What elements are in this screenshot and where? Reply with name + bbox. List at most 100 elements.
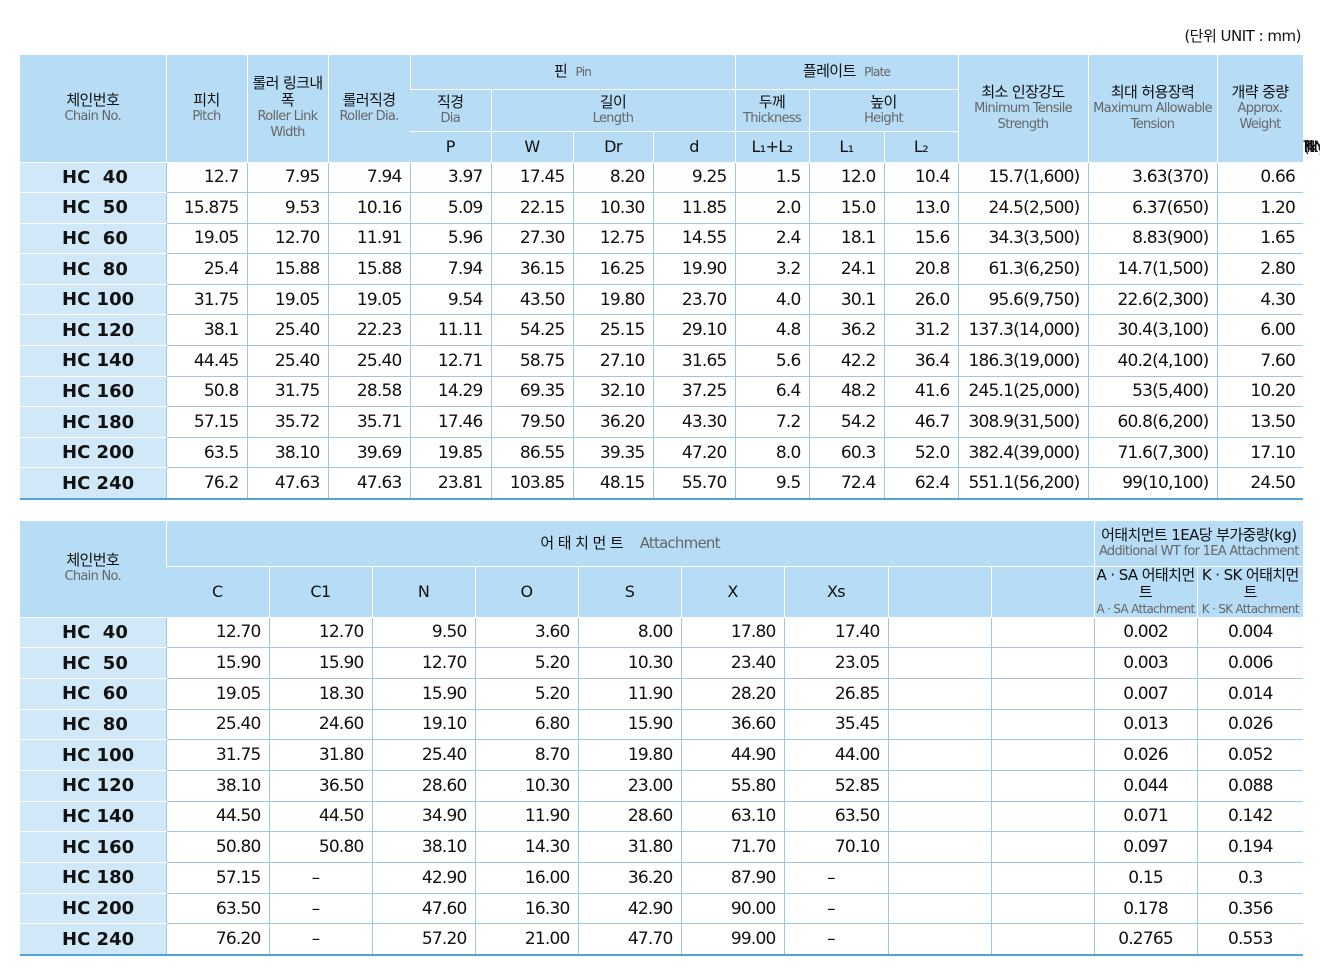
value-cell: 11.90 bbox=[474, 801, 578, 833]
value-cell: 2.4 bbox=[734, 223, 809, 255]
value-cell: 14.55 bbox=[652, 223, 735, 255]
value-cell: 14.29 bbox=[409, 376, 491, 408]
value-cell: 22.15 bbox=[490, 192, 573, 224]
value-cell: 15.875 bbox=[165, 192, 247, 224]
value-cell: 24.5(2,500) bbox=[957, 192, 1088, 224]
value-cell: 13.50 bbox=[1216, 406, 1303, 438]
value-cell: 47.70 bbox=[577, 923, 681, 956]
value-cell: 47.63 bbox=[246, 467, 328, 500]
symbol-cell: L₂ bbox=[883, 131, 958, 163]
symbol-cell: Xs bbox=[783, 566, 888, 618]
value-cell: 48.2 bbox=[808, 376, 884, 408]
value-cell: 12.75 bbox=[572, 223, 653, 255]
value-cell: 3.60 bbox=[474, 617, 578, 649]
value-cell: 15.90 bbox=[577, 709, 681, 741]
value-cell: 5.20 bbox=[474, 647, 578, 679]
value-cell: 35.45 bbox=[783, 709, 888, 741]
value-cell bbox=[887, 831, 991, 863]
value-cell: 71.70 bbox=[680, 831, 784, 863]
value-cell: 25.40 bbox=[165, 709, 269, 741]
value-cell: – bbox=[783, 893, 888, 925]
table-row: HC 80 25.40 24.60 19.10 6.80 15.90 36.60 35.45 0… bbox=[20, 709, 1304, 741]
col-ksk: K · SK 어태치먼트 K · SK Attachment bbox=[1196, 566, 1304, 618]
col-thickness: 두께 Thickness bbox=[734, 89, 809, 132]
value-cell: 8.83(900) bbox=[1087, 223, 1217, 255]
value-cell: – bbox=[783, 923, 888, 956]
value-cell: 23.40 bbox=[680, 647, 784, 679]
value-cell: 3.2 bbox=[734, 253, 809, 285]
value-cell: 6.37(650) bbox=[1087, 192, 1217, 224]
value-cell: 15.90 bbox=[165, 647, 269, 679]
value-cell: 24.1 bbox=[808, 253, 884, 285]
value-cell: 13.0 bbox=[883, 192, 958, 224]
value-cell: 0.66 bbox=[1216, 162, 1303, 194]
value-cell: 9.53 bbox=[246, 192, 328, 224]
table-row: HC 140 44.45 25.40 25.40 12.71 58.75 27.10 31.6… bbox=[20, 345, 1303, 377]
value-cell: 0.3 bbox=[1196, 862, 1304, 894]
value-cell: 8.70 bbox=[474, 739, 578, 771]
value-cell: 86.55 bbox=[490, 437, 573, 469]
symbol-cell: P bbox=[410, 131, 491, 163]
value-cell: 26.0 bbox=[883, 284, 958, 316]
value-cell: 27.10 bbox=[572, 345, 653, 377]
chain-no-cell: HC 200 bbox=[20, 893, 166, 925]
chain-no-cell: HC 50 bbox=[20, 647, 166, 679]
value-cell: 99.00 bbox=[680, 923, 784, 956]
symbol-cell: C1 bbox=[268, 566, 372, 618]
symbol-row-2: C C1 N O S X Xs A · SA 어태치먼트 A · SA Attachment K … bbox=[20, 566, 1304, 618]
value-cell: 19.90 bbox=[652, 253, 735, 285]
value-cell: 57.15 bbox=[165, 406, 247, 438]
col-group-add-weight: 어태치먼트 1EA당 부가중량(kg) Additional WT for 1EA… bbox=[1093, 521, 1304, 567]
spec-rows: HC 40 12.7 7.95 7.94 3.97 17.45 8.20 9.25 1.5 12.… bbox=[20, 162, 1303, 500]
value-cell: 10.30 bbox=[577, 647, 681, 679]
value-cell: 72.4 bbox=[808, 467, 884, 500]
value-cell: 12.70 bbox=[165, 617, 269, 649]
value-cell: 7.94 bbox=[409, 253, 491, 285]
value-cell: 31.65 bbox=[652, 345, 735, 377]
value-cell: 12.0 bbox=[808, 162, 884, 194]
value-cell: 57.15 bbox=[165, 862, 269, 894]
value-cell: 8.00 bbox=[577, 617, 681, 649]
value-cell: 32.10 bbox=[572, 376, 653, 408]
value-cell bbox=[887, 923, 991, 956]
value-cell: 0.194 bbox=[1196, 831, 1304, 863]
value-cell: 19.85 bbox=[409, 437, 491, 469]
value-cell: 551.1(56,200) bbox=[957, 467, 1088, 500]
value-cell: 7.95 bbox=[246, 162, 328, 194]
value-cell: 38.1 bbox=[165, 314, 247, 347]
value-cell: 245.1(25,000) bbox=[957, 376, 1088, 408]
header-en: K · SK Attachment bbox=[1201, 601, 1300, 616]
value-cell: 95.6(9,750) bbox=[957, 284, 1088, 316]
value-cell: 0.356 bbox=[1196, 893, 1304, 925]
value-cell: 60.3 bbox=[808, 437, 884, 469]
value-cell: 7.60 bbox=[1216, 345, 1303, 377]
symbol-cell: C bbox=[166, 566, 269, 618]
value-cell: 22.23 bbox=[327, 314, 410, 347]
table-row: HC 120 38.1 25.40 22.23 11.11 54.25 25.15 29.10… bbox=[20, 314, 1303, 347]
value-cell: 19.05 bbox=[327, 284, 410, 316]
value-cell: 42.90 bbox=[371, 862, 475, 894]
value-cell: 27.30 bbox=[490, 223, 573, 255]
value-cell: 2.80 bbox=[1216, 253, 1303, 285]
value-cell: 58.75 bbox=[490, 345, 573, 377]
table-row: HC 100 31.75 19.05 19.05 9.54 43.50 19.80 23.70… bbox=[20, 284, 1303, 316]
value-cell: 0.002 bbox=[1093, 617, 1198, 649]
value-cell: 31.75 bbox=[246, 376, 328, 408]
header-en: A · SA Attachment bbox=[1096, 601, 1196, 616]
value-cell: 7.2 bbox=[734, 406, 809, 438]
value-cell: 0.044 bbox=[1093, 770, 1198, 802]
value-cell: 15.90 bbox=[268, 647, 372, 679]
value-cell: 44.00 bbox=[783, 739, 888, 771]
chain-no-cell: HC 50 bbox=[20, 192, 166, 224]
value-cell bbox=[990, 709, 1095, 741]
value-cell: 0.071 bbox=[1093, 801, 1198, 833]
chain-no-cell: HC 240 bbox=[20, 923, 166, 956]
chain-no-cell: HC 140 bbox=[20, 801, 166, 833]
chain-no-cell: HC 180 bbox=[20, 406, 166, 438]
value-cell: 76.2 bbox=[165, 467, 247, 500]
value-cell bbox=[990, 923, 1095, 956]
value-cell: 28.20 bbox=[680, 678, 784, 710]
value-cell: – bbox=[268, 862, 372, 894]
value-cell: 17.40 bbox=[783, 617, 888, 649]
value-cell: 61.3(6,250) bbox=[957, 253, 1088, 285]
